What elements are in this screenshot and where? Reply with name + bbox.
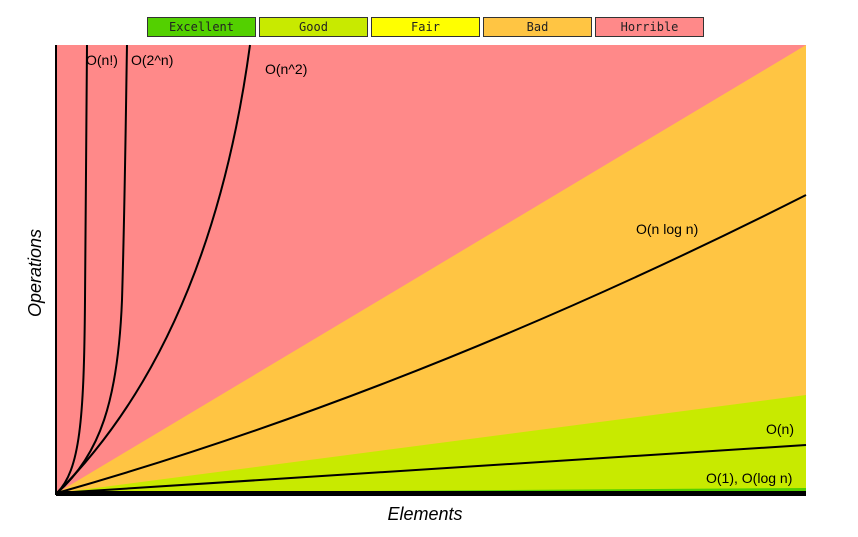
label-o-n-log-n: O(n log n) bbox=[636, 221, 698, 237]
label-o-n-squared: O(n^2) bbox=[265, 61, 307, 77]
x-axis-label: Elements bbox=[387, 504, 462, 524]
region-bad bbox=[57, 45, 806, 493]
complexity-regions bbox=[57, 45, 806, 493]
curve-o-n bbox=[56, 444, 807, 494]
curve-o-2-to-n bbox=[56, 44, 128, 494]
curve-labels: O(n!) O(2^n) O(n^2) O(n log n) O(n) O(1)… bbox=[86, 52, 794, 486]
region-good bbox=[57, 395, 806, 493]
label-o-1-log-n: O(1), O(log n) bbox=[706, 470, 792, 486]
curve-o-n-log-n bbox=[56, 194, 807, 494]
legend-horrible: Horrible bbox=[595, 17, 704, 37]
legend-good: Good bbox=[259, 17, 368, 37]
legend-bad: Bad bbox=[483, 17, 592, 37]
label-o-2-to-n: O(2^n) bbox=[131, 52, 173, 68]
label-o-n: O(n) bbox=[766, 421, 794, 437]
legend: Excellent Good Fair Bad Horrible bbox=[147, 17, 704, 39]
curve-o-n-squared bbox=[56, 44, 251, 494]
curve-o-n-factorial bbox=[56, 44, 88, 494]
label-o-n-factorial: O(n!) bbox=[86, 52, 118, 68]
axes bbox=[55, 45, 806, 496]
legend-fair: Fair bbox=[371, 17, 480, 37]
legend-excellent: Excellent bbox=[147, 17, 256, 37]
y-axis-label: Operations bbox=[25, 229, 45, 317]
